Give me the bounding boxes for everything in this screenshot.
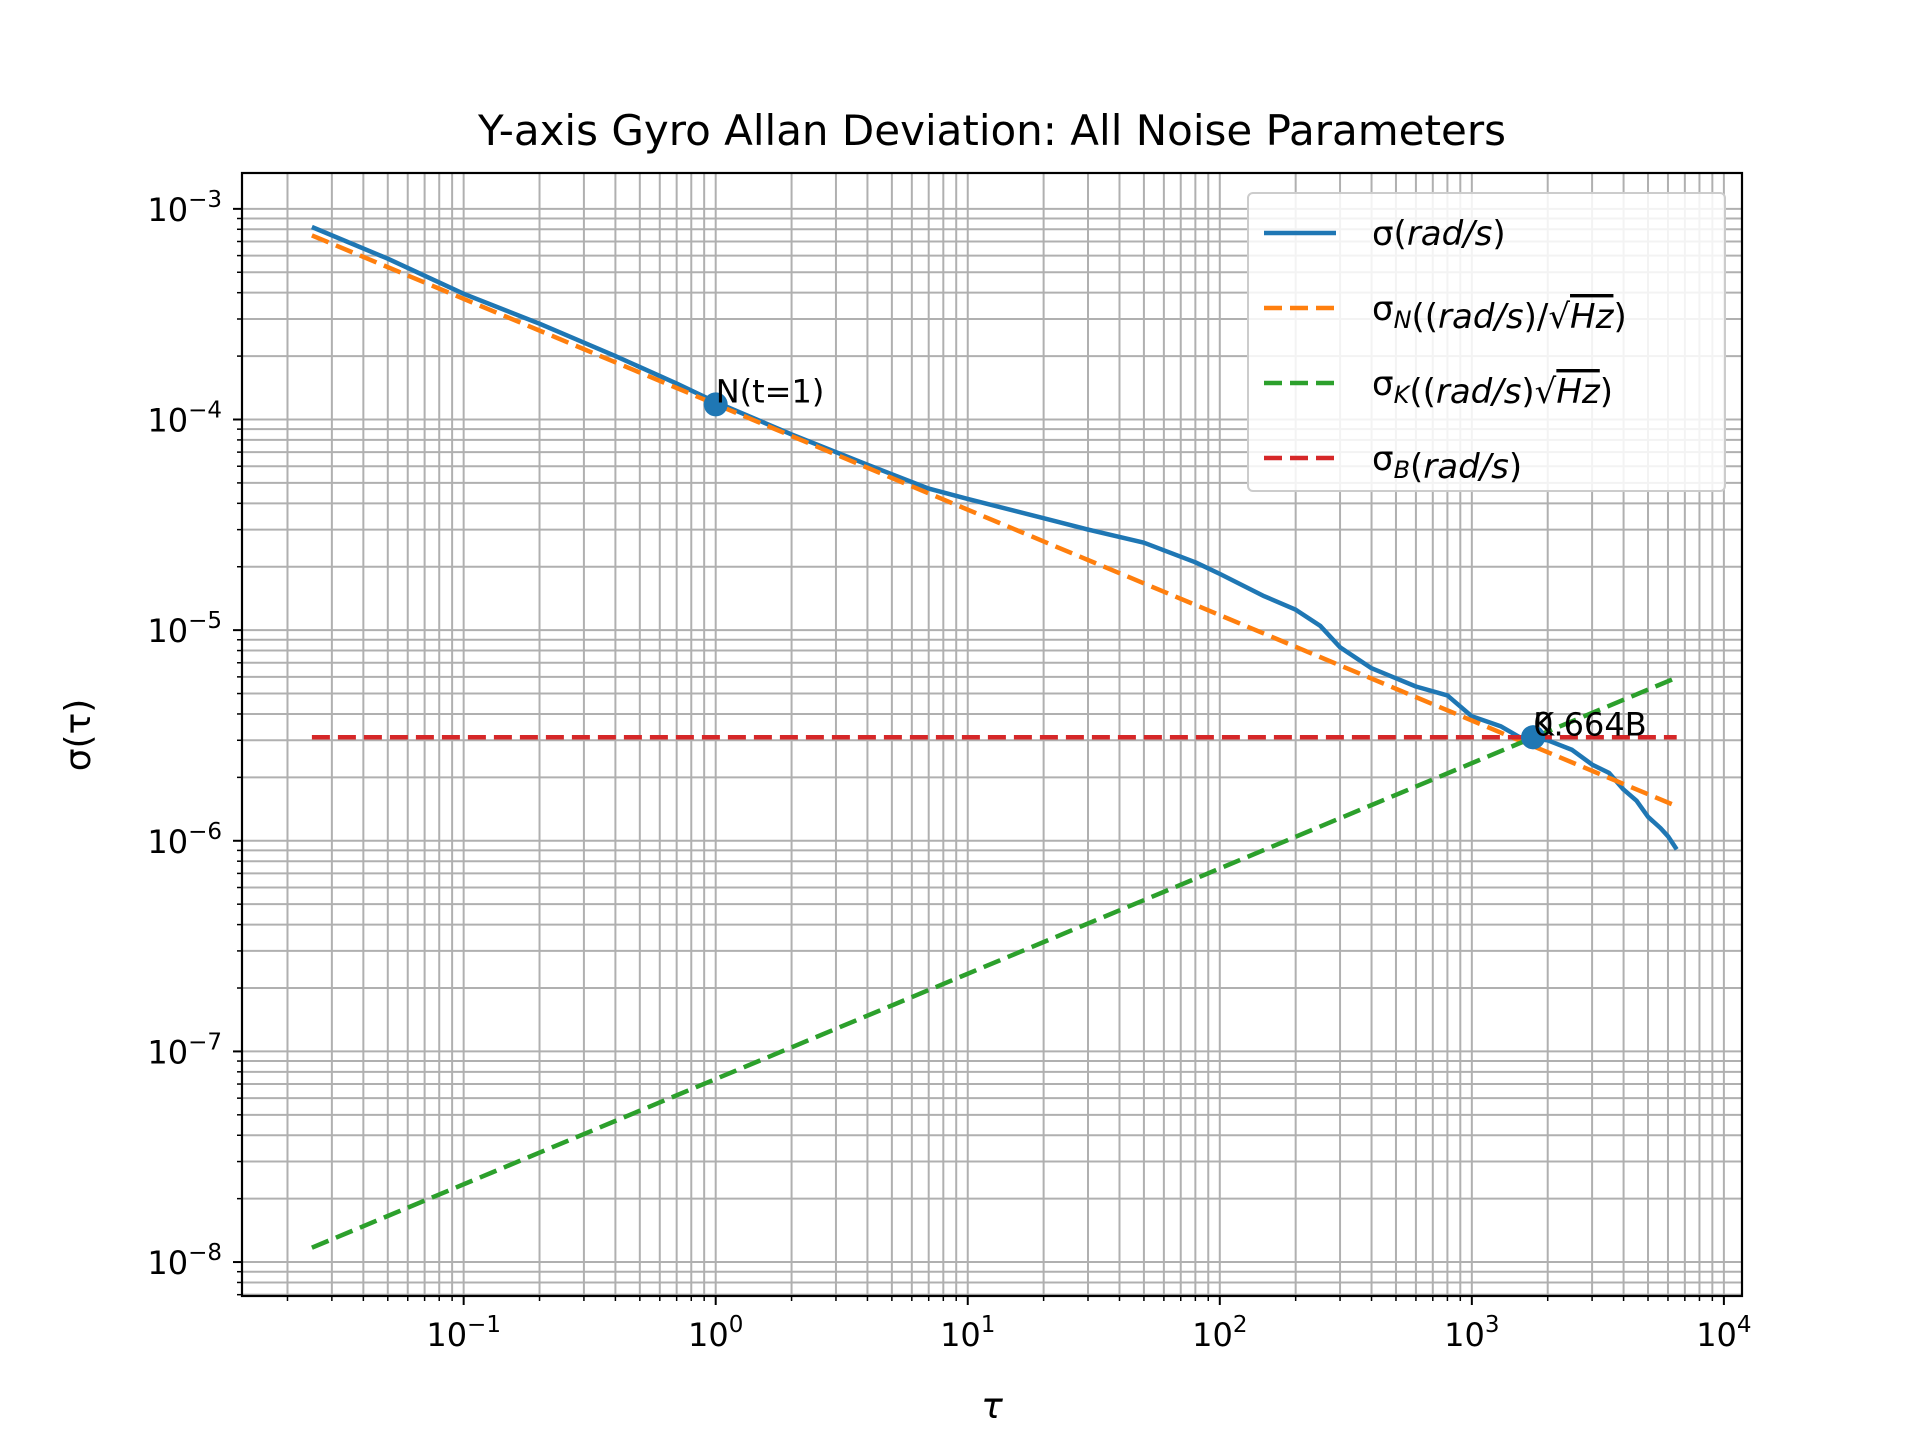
legend: σ(rad/s) σN((rad/s)/√Hz) σK((rad/s)√Hz) σB(… (1247, 192, 1726, 492)
axis-ticks: 10−1 100 101 102 103 104 10−8 10−7 10−6 10−5 10−4 1… (147, 187, 1751, 1354)
marker-point (1521, 725, 1546, 750)
y-axis-label: σ(τ) (58, 699, 99, 772)
y-tick-label: 10−7 (147, 1029, 222, 1071)
x-tick-label: 101 (940, 1312, 995, 1354)
x-tick-label: 103 (1444, 1312, 1499, 1354)
plot-frame (240, 171, 1744, 1298)
y-tick-label: 10−8 (147, 1240, 222, 1282)
series-line-1 (311, 233, 1678, 809)
series-line-2 (311, 675, 1678, 1250)
marker-point (703, 392, 728, 417)
marker-layer: N(t=1)K0.664B (703, 372, 1647, 750)
marker-label: N(t=1) (716, 372, 825, 410)
x-axis-label: τ (981, 1386, 1003, 1427)
legend-label-1: σN((rad/s)/√Hz) (1372, 289, 1627, 337)
y-tick-label: 10−4 (147, 398, 222, 440)
x-tick-label: 104 (1696, 1312, 1751, 1354)
chart-title: Y-axis Gyro Allan Deviation: All Noise P… (477, 106, 1506, 155)
y-tick-label: 10−6 (147, 819, 222, 861)
legend-box (1247, 192, 1726, 492)
y-tick-label: 10−5 (147, 608, 222, 650)
legend-label-3: σB(rad/s) (1372, 439, 1522, 487)
x-tick-label: 10−1 (426, 1312, 501, 1354)
x-tick-label: 102 (1192, 1312, 1247, 1354)
x-tick-label: 100 (688, 1312, 743, 1354)
legend-label-2: σK((rad/s)√Hz) (1372, 364, 1613, 412)
legend-label-0: σ(rad/s) (1372, 214, 1506, 254)
y-tick-label: 10−3 (147, 187, 222, 229)
marker-label: 0.664B (1533, 705, 1647, 743)
